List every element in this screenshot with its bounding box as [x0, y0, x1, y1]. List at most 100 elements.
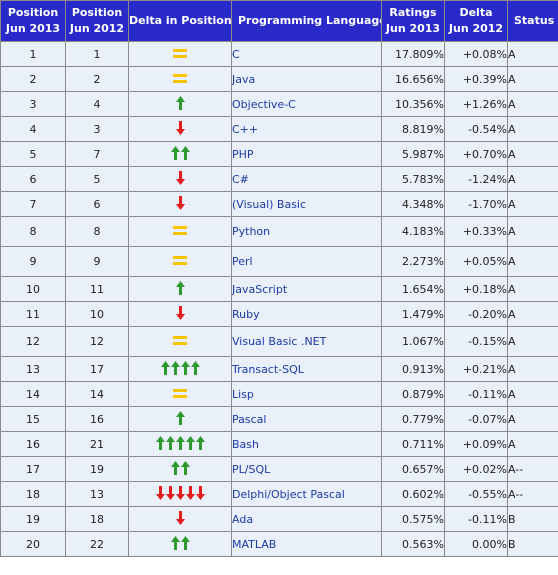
arrow-down-icon — [175, 195, 185, 210]
rating-cell: 0.913% — [381, 356, 445, 382]
position-2012-cell: 13 — [65, 481, 129, 507]
position-2013-cell: 13 — [0, 356, 66, 382]
language-link[interactable]: Transact-SQL — [232, 362, 304, 376]
arrow-down-icon — [185, 485, 195, 500]
delta-cell: +0.70% — [444, 141, 508, 167]
delta-position-cell — [128, 326, 232, 357]
rating-cell: 8.819% — [381, 116, 445, 142]
status-cell: A — [507, 431, 558, 457]
status-cell: A — [507, 116, 558, 142]
arrow-down-icon — [175, 305, 185, 320]
language-link[interactable]: Delphi/Object Pascal — [232, 487, 345, 501]
rating-cell: 1.654% — [381, 276, 445, 302]
language-link[interactable]: Perl — [232, 255, 253, 268]
language-cell: C++ — [231, 116, 382, 142]
language-link[interactable]: C# — [232, 172, 249, 186]
position-2012-cell: 12 — [65, 326, 129, 357]
delta-position-indicator — [173, 73, 187, 83]
position-2012-cell: 2 — [65, 66, 129, 92]
arrow-down-icon — [175, 485, 185, 500]
delta-cell: -0.20% — [444, 301, 508, 327]
status-cell: A — [507, 301, 558, 327]
language-cell: Java — [231, 66, 382, 92]
delta-position-indicator — [175, 95, 185, 110]
language-link[interactable]: C++ — [232, 122, 259, 136]
language-link[interactable]: Lisp — [232, 387, 254, 401]
header-position-2013-line1: Position — [7, 6, 59, 19]
header-position-2012-line2: Jun 2012 — [69, 22, 125, 35]
header-status[interactable]: Status — [507, 0, 558, 42]
language-link[interactable]: Objective-C — [232, 97, 296, 111]
delta-position-indicator — [173, 48, 187, 58]
delta-position-cell — [128, 406, 232, 432]
position-2012-cell: 9 — [65, 246, 129, 277]
header-position-2013-line2: Jun 2013 — [5, 22, 61, 35]
delta-cell: 0.00% — [444, 531, 508, 557]
language-link[interactable]: (Visual) Basic — [232, 197, 307, 211]
table-row: 10 11 JavaScript 1.654% +0.18% A — [0, 276, 558, 302]
arrow-up-icon — [180, 460, 190, 475]
position-2013-cell: 11 — [0, 301, 66, 327]
rating-cell: 17.809% — [381, 41, 445, 67]
language-link[interactable]: Bash — [232, 437, 260, 451]
position-2012-cell: 17 — [65, 356, 129, 382]
language-link[interactable]: MATLAB — [232, 537, 277, 551]
language-link[interactable]: C — [232, 47, 240, 61]
delta-cell: +0.39% — [444, 66, 508, 92]
arrow-down-icon — [165, 485, 175, 500]
position-2013-cell: 16 — [0, 431, 66, 457]
arrow-up-icon — [170, 360, 180, 375]
table-row: 3 4 Objective-C 10.356% +1.26% A — [0, 91, 558, 117]
language-link[interactable]: Ada — [232, 512, 254, 526]
language-link[interactable]: Pascal — [232, 412, 267, 426]
table-header: Position Jun 2013 Position Jun 2012 Delt… — [0, 0, 558, 42]
table-row: 12 12 Visual Basic .NET 1.067% -0.15% A — [0, 326, 558, 357]
header-ratings[interactable]: Ratings Jun 2013 — [381, 0, 445, 42]
delta-position-cell — [128, 66, 232, 92]
delta-cell: -0.07% — [444, 406, 508, 432]
language-link[interactable]: PL/SQL — [232, 462, 271, 476]
rating-cell: 0.563% — [381, 531, 445, 557]
position-2012-cell: 14 — [65, 381, 129, 407]
language-cell: Ada — [231, 506, 382, 532]
delta-cell: +0.21% — [444, 356, 508, 382]
header-language[interactable]: Programming Language — [231, 0, 382, 42]
table-row: 6 5 C# 5.783% -1.24% A — [0, 166, 558, 192]
delta-position-indicator — [173, 336, 187, 345]
arrow-up-icon — [190, 360, 200, 375]
position-2012-cell: 5 — [65, 166, 129, 192]
header-row: Position Jun 2013 Position Jun 2012 Delt… — [0, 0, 558, 42]
position-2012-cell: 22 — [65, 531, 129, 557]
header-delta-line1: Delta — [459, 6, 493, 19]
delta-position-indicator — [173, 256, 187, 265]
language-link[interactable]: Ruby — [232, 307, 260, 321]
rating-cell: 0.602% — [381, 481, 445, 507]
rating-cell: 0.779% — [381, 406, 445, 432]
equal-icon — [173, 256, 187, 265]
table-body: 1 1 C 17.809% +0.08% A 2 2 Java 16.656% +0.39% A 3 4 O… — [0, 41, 558, 557]
language-cell: Transact-SQL — [231, 356, 382, 382]
table-row: 9 9 Perl 2.273% +0.05% A — [0, 246, 558, 277]
status-cell: A-- — [507, 481, 558, 507]
header-position-2012[interactable]: Position Jun 2012 — [65, 0, 129, 42]
position-2013-cell: 17 — [0, 456, 66, 482]
header-delta[interactable]: Delta Jun 2012 — [444, 0, 508, 42]
delta-position-indicator — [175, 280, 185, 295]
language-cell: PHP — [231, 141, 382, 167]
position-2012-cell: 21 — [65, 431, 129, 457]
language-link[interactable]: JavaScript — [232, 282, 288, 296]
header-delta-position[interactable]: Delta in Position — [128, 0, 232, 42]
language-link[interactable]: Visual Basic .NET — [232, 335, 327, 348]
table-row: 11 10 Ruby 1.479% -0.20% A — [0, 301, 558, 327]
language-link[interactable]: Python — [232, 225, 271, 238]
language-cell: Lisp — [231, 381, 382, 407]
delta-cell: -1.70% — [444, 191, 508, 217]
position-2012-cell: 11 — [65, 276, 129, 302]
header-position-2013[interactable]: Position Jun 2013 — [0, 0, 66, 42]
header-ratings-line1: Ratings — [389, 6, 437, 19]
delta-position-indicator — [170, 145, 190, 160]
language-link[interactable]: Java — [232, 72, 256, 86]
rating-cell: 0.657% — [381, 456, 445, 482]
delta-position-indicator — [170, 460, 190, 475]
language-link[interactable]: PHP — [232, 147, 254, 161]
